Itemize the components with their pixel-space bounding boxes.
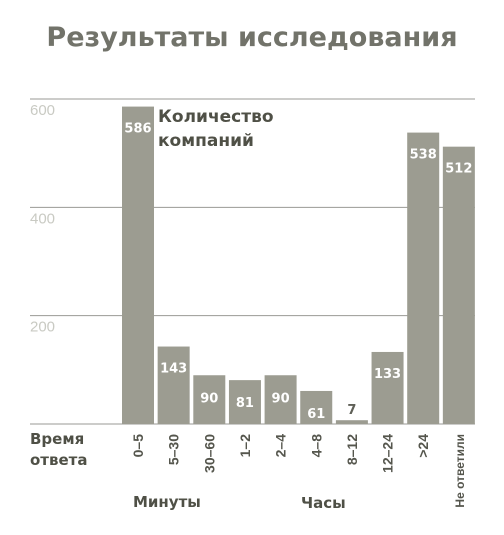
value-label: 90 [272, 391, 290, 406]
x-tick-label: 1–2 [237, 434, 253, 458]
x-axis-categories: 0–5 5–30 30–60 1–2 2–4 4–8 8–12 12–24 >24 Не отве… [130, 434, 467, 508]
x-tick-label: 4–8 [308, 434, 324, 458]
group-label-hours: Часы [301, 494, 346, 512]
bar [193, 375, 226, 424]
x-tick-label: >24 [415, 434, 431, 458]
value-label: 133 [374, 367, 401, 382]
value-label: 61 [307, 407, 325, 422]
legend-label-line-1: Количество [158, 107, 274, 127]
y-tick-label: 200 [30, 319, 55, 336]
bar [228, 380, 261, 424]
x-tick-label: 2–4 [273, 434, 289, 458]
bar [335, 420, 368, 424]
legend-label-line-2: компаний [158, 131, 254, 151]
x-axis-label-line-2: ответа [30, 451, 87, 469]
bar [407, 132, 440, 425]
value-label: 586 [124, 122, 151, 137]
value-label: 90 [200, 391, 218, 406]
x-tick-label: 8–12 [344, 434, 360, 465]
value-label: 81 [236, 396, 254, 411]
bar [122, 106, 154, 424]
bar [264, 375, 297, 424]
bar [157, 346, 190, 424]
value-label: 538 [410, 148, 437, 163]
x-tick-label: Не ответили [453, 434, 467, 508]
y-axis-ticks: 200 400 600 [30, 102, 55, 336]
x-axis-label-line-1: Время [30, 430, 84, 448]
group-label-minutes: Минуты [133, 493, 201, 511]
bar [300, 390, 333, 424]
chart-title: Результаты исследования [46, 22, 457, 53]
bar [371, 351, 404, 424]
x-tick-label: 5–30 [166, 434, 182, 465]
x-tick-label: 30–60 [201, 434, 217, 473]
x-tick-label: 0–5 [130, 434, 146, 458]
y-tick-label: 600 [30, 102, 55, 119]
y-tick-label: 400 [30, 210, 55, 227]
bars [122, 106, 475, 425]
value-label: 512 [445, 162, 472, 177]
x-tick-label: 12–24 [380, 434, 396, 473]
value-label: 7 [347, 403, 356, 418]
value-label: 143 [160, 362, 187, 377]
bar [442, 146, 475, 424]
value-labels: 586 143 90 81 90 61 7 133 538 512 [124, 122, 472, 422]
